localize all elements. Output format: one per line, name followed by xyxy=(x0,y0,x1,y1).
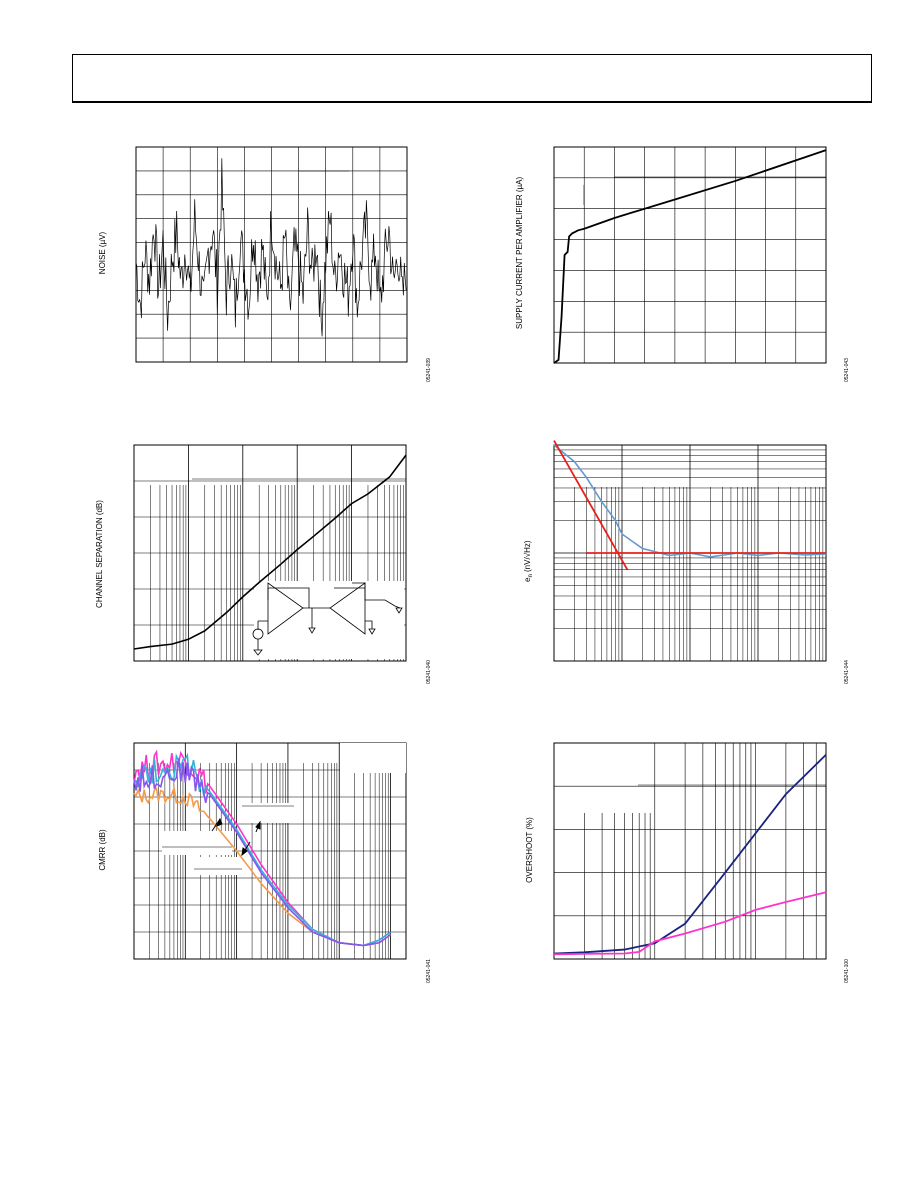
en-1f-asymptote-line xyxy=(553,440,629,571)
en-fig-id: 05241-044 xyxy=(844,660,850,684)
noise-fig-id: 05241-039 xyxy=(426,358,432,382)
chsep-plot xyxy=(133,444,407,662)
page-header-box xyxy=(72,54,872,103)
cmrr-annotation-arrows xyxy=(211,817,261,857)
overshoot-series-2 xyxy=(553,891,827,956)
cmrr-fig-id: 05241-041 xyxy=(426,959,432,983)
chsep-ylabel: CHANNEL SEPARATION (dB) xyxy=(95,500,104,608)
overshoot-fig-id: 05241-100 xyxy=(844,959,850,983)
supply-fig-id: 05241-043 xyxy=(844,358,850,382)
chart-en: en (nV/√Hz) 05241-044 xyxy=(523,440,850,684)
supply-series-line xyxy=(553,149,827,364)
cmrr-label-bg xyxy=(242,803,298,823)
supply-ylabel: SUPPLY CURRENT PER AMPLIFIER (µA) xyxy=(515,177,524,330)
en-ylabel-main: e xyxy=(523,577,532,582)
chart-supply: SUPPLY CURRENT PER AMPLIFIER (µA) 05241-… xyxy=(515,146,850,382)
overshoot-frame xyxy=(553,742,827,960)
en-ylabel: en (nV/√Hz) xyxy=(523,540,534,582)
cmrr-legend-bg xyxy=(340,743,406,773)
supply-frame xyxy=(553,146,827,364)
chart-chsep: CHANNEL SEPARATION (dB) 05241-040 xyxy=(95,444,432,684)
cmrr-plot xyxy=(133,742,407,960)
chart-cmrr: CMRR (dB) 05241-041 xyxy=(98,742,432,983)
chsep-inset-bg xyxy=(254,581,404,659)
cmrr-series-4 xyxy=(133,758,392,947)
noise-ylabel: NOISE (µV) xyxy=(98,231,107,274)
chart-overshoot: OVERSHOOT (%) 05241-100 xyxy=(525,742,850,983)
chsep-inset-schematic xyxy=(252,582,403,656)
chsep-fig-id: 05241-040 xyxy=(426,660,432,684)
en-plot xyxy=(553,440,827,662)
overshoot-series-1 xyxy=(553,754,827,955)
cmrr-ylabel: CMRR (dB) xyxy=(98,829,107,871)
chart-noise: NOISE (µV) 05241-039 xyxy=(98,146,432,382)
en-ylabel-rest: (nV/√Hz) xyxy=(523,540,532,574)
noise-series-line xyxy=(135,158,407,337)
overshoot-plot xyxy=(553,742,827,960)
noise-plot xyxy=(135,146,408,363)
chsep-series-line xyxy=(133,454,407,650)
supply-plot xyxy=(553,146,827,364)
cmrr-label-bg xyxy=(194,857,244,875)
overshoot-ylabel: OVERSHOOT (%) xyxy=(525,817,534,883)
cmrr-label-bg xyxy=(162,831,232,855)
en-ylabel-sub: n xyxy=(528,574,534,577)
